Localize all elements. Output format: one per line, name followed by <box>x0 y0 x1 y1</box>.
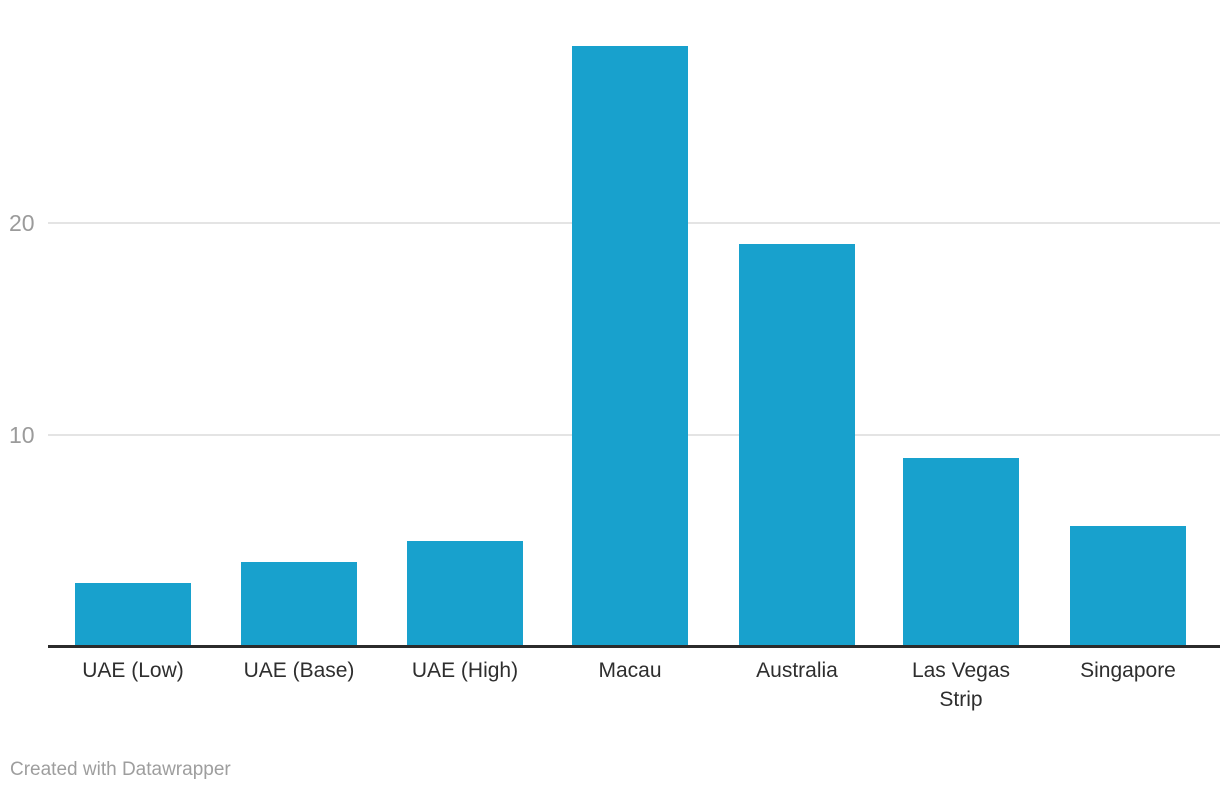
y-axis-tick-20: 20 <box>9 210 35 236</box>
category-label-uae-base: UAE (Base) <box>243 659 355 682</box>
category-label-uae-low: UAE (Low) <box>82 659 184 682</box>
bar-singapore[interactable] <box>1070 526 1186 647</box>
category-label-las-vegas-strip: Las Vegas Strip <box>911 659 1011 711</box>
datawrapper-credit-link[interactable]: Created with Datawrapper <box>10 759 231 780</box>
category-label-macau: Macau <box>598 659 662 682</box>
category-label-australia: Australia <box>756 659 838 682</box>
category-label-uae-high: UAE (High) <box>411 659 519 682</box>
x-axis-line <box>48 645 1220 648</box>
bar-macau[interactable] <box>572 46 688 647</box>
y-axis-tick-10: 10 <box>9 422 35 448</box>
bar-australia[interactable] <box>739 243 855 647</box>
bar-uae-high[interactable] <box>407 540 523 647</box>
bar-las-vegas-strip[interactable] <box>903 458 1019 647</box>
bar-uae-base[interactable] <box>241 562 357 647</box>
bar-uae-low[interactable] <box>75 583 191 647</box>
category-label-singapore: Singapore <box>1080 659 1176 682</box>
